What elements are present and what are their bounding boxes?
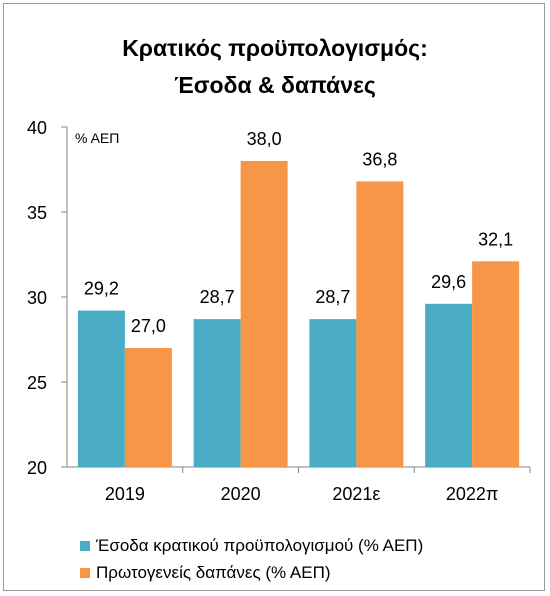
data-label: 28,7 [200, 287, 235, 307]
data-label: 27,0 [131, 316, 166, 336]
x-tick-label: 2020 [221, 484, 261, 504]
data-label: 36,8 [362, 149, 397, 169]
chart-title: Κρατικός προϋπολογισμός: Έσοδα & δαπάνες [0, 30, 550, 104]
bar-expenditure-2022π [472, 261, 520, 467]
chart-title-line-2: Έσοδα & δαπάνες [174, 72, 376, 98]
bar-expenditure-2019 [124, 348, 172, 467]
data-label: 29,6 [431, 272, 466, 292]
legend-label-expenditure: Πρωτογενείς δαπάνες (% ΑΕΠ) [96, 562, 331, 582]
legend-swatch-expenditure [80, 567, 90, 578]
bar-revenue-2022π [425, 303, 473, 467]
legend-label-revenue: Έσοδα κρατικού προϋπολογισμού (% ΑΕΠ) [96, 535, 424, 555]
chart-legend: Έσοδα κρατικού προϋπολογισμού (% ΑΕΠ) Πρ… [80, 532, 423, 586]
data-label: 28,7 [315, 287, 350, 307]
bar-revenue-2021ε [309, 319, 357, 467]
data-label: 29,2 [84, 279, 119, 299]
legend-swatch-revenue [80, 540, 90, 551]
y-tick-label: 20 [27, 458, 47, 478]
data-label: 38,0 [247, 129, 282, 149]
x-tick-label: 2021ε [332, 484, 380, 504]
x-tick-label: 2019 [105, 484, 145, 504]
bar-expenditure-2021ε [356, 181, 404, 467]
bar-revenue-2020 [193, 319, 241, 467]
data-label: 32,1 [478, 229, 513, 249]
chart-title-line-1: Κρατικός προϋπολογισμός: [122, 35, 428, 61]
bar-expenditure-2020 [240, 161, 288, 467]
bar-revenue-2019 [77, 310, 125, 467]
legend-item-expenditure: Πρωτογενείς δαπάνες (% ΑΕΠ) [80, 559, 423, 586]
y-tick-label: 25 [27, 373, 47, 393]
y-unit-label: % ΑΕΠ [75, 130, 119, 146]
legend-item-revenue: Έσοδα κρατικού προϋπολογισμού (% ΑΕΠ) [80, 532, 423, 559]
x-tick-label: 2022π [446, 484, 498, 504]
y-tick-label: 40 [27, 118, 47, 138]
y-tick-label: 30 [27, 288, 47, 308]
y-tick-label: 35 [27, 203, 47, 223]
